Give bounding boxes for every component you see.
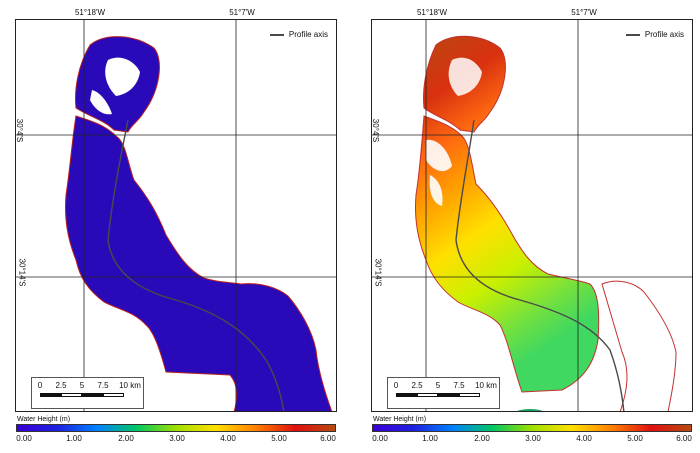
dry-patch <box>90 90 112 115</box>
latitude-tick: 30°14'S <box>373 258 383 287</box>
profile-axis-line <box>455 119 625 411</box>
water-body <box>65 36 333 411</box>
legend-label: Profile axis <box>288 30 328 39</box>
map-panel-right: 51°18'W 51°7'W <box>362 0 700 453</box>
colorbar-label: 2.00 <box>118 434 134 443</box>
dry-patch <box>426 139 452 172</box>
map-canvas <box>372 20 692 411</box>
scale-label: 7.5 <box>97 381 109 390</box>
scale-label: 5 <box>435 381 441 390</box>
dry-patch <box>448 57 482 96</box>
latitude-tick: 30°4'S <box>15 118 25 143</box>
latitude-tick: 30°14'S <box>17 258 27 287</box>
map-legend: Profile axis <box>269 30 328 39</box>
longitude-tick: 51°18'W <box>74 8 106 17</box>
map-frame: Profile axis 30°4'S 30°14'S 30°4'S 30°14… <box>15 19 337 412</box>
scale-label: 0 <box>37 381 43 390</box>
colorbar-label: 4.00 <box>220 434 236 443</box>
colorbar-label: 1.00 <box>66 434 82 443</box>
dry-patch <box>429 175 443 206</box>
colorbar-label: 3.00 <box>169 434 185 443</box>
scale-label: 7.5 <box>453 381 465 390</box>
scale-segment <box>438 393 459 397</box>
scale-bar: 0 2.5 5 7.5 10 km <box>387 377 500 409</box>
colorbar-title: Water Height (m) <box>373 416 427 423</box>
scale-label: 10 km <box>475 381 497 390</box>
scale-label: 10 km <box>119 381 141 390</box>
legend-label: Profile axis <box>644 30 684 39</box>
scale-segment <box>417 393 438 397</box>
colorbar-label: 5.00 <box>271 434 287 443</box>
colorbar-title: Water Height (m) <box>17 416 71 423</box>
profile-axis-line <box>107 119 285 411</box>
scale-label: 2.5 <box>55 381 67 390</box>
scale-label: 2.5 <box>411 381 423 390</box>
colorbar <box>16 424 336 432</box>
scale-segment <box>396 393 417 397</box>
lagoon-outline <box>601 280 677 411</box>
colorbar-label: 0.00 <box>16 434 32 443</box>
dry-patch <box>105 57 140 96</box>
colorbar-label: 6.00 <box>320 434 336 443</box>
water-body <box>415 35 600 393</box>
scale-segment <box>40 393 61 397</box>
longitude-tick: 51°7'W <box>571 8 597 17</box>
profile-axis-swatch <box>269 33 284 36</box>
colorbar-label: 0.00 <box>372 434 388 443</box>
colorbar-label: 6.00 <box>676 434 692 443</box>
colorbar-label: 2.00 <box>474 434 490 443</box>
colorbar-label: 3.00 <box>525 434 541 443</box>
longitude-tick: 51°7'W <box>229 8 255 17</box>
colorbar-label: 4.00 <box>576 434 592 443</box>
colorbar-label: 1.00 <box>422 434 438 443</box>
scale-segment <box>459 393 480 397</box>
latitude-tick: 30°4'S <box>371 118 381 143</box>
scale-segment <box>103 393 124 397</box>
map-panel-left: 51°18'W 51°7'W Profile axis 30°4'S 30°14… <box>6 0 344 453</box>
map-canvas <box>16 20 336 411</box>
longitude-tick: 51°18'W <box>416 8 448 17</box>
scale-segment <box>61 393 82 397</box>
map-frame: Profile axis 30°4'S 30°14'S 30°4'S 30°14… <box>371 19 693 412</box>
colorbar-label: 5.00 <box>627 434 643 443</box>
map-legend: Profile axis <box>625 30 684 39</box>
scale-label: 0 <box>393 381 399 390</box>
profile-axis-swatch <box>625 33 640 36</box>
colorbar <box>372 424 692 432</box>
scale-segment <box>82 393 103 397</box>
scale-bar: 0 2.5 5 7.5 10 km <box>31 377 144 409</box>
scale-label: 5 <box>79 381 85 390</box>
water-spot <box>517 409 543 411</box>
